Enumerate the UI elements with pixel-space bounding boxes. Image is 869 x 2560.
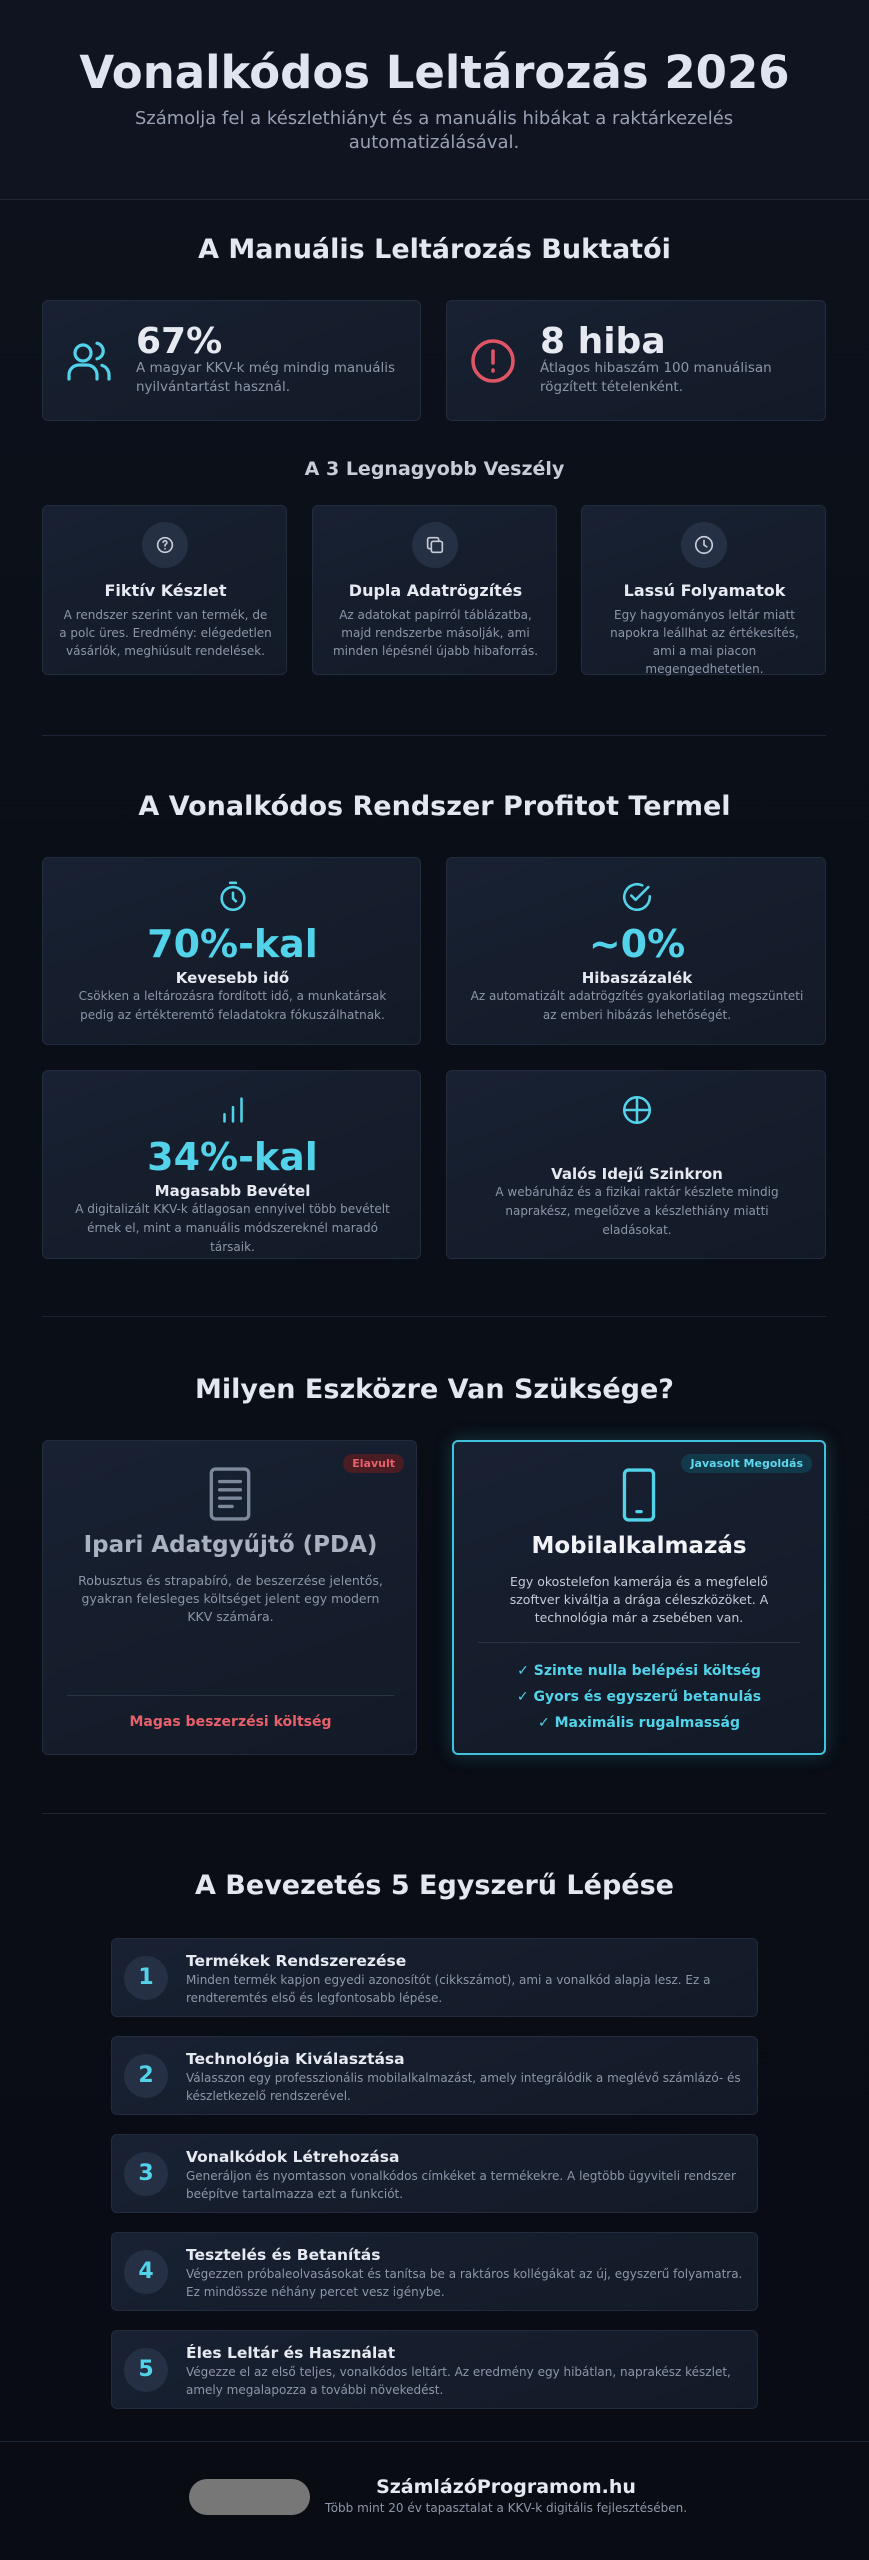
step-text: Végezze el az első teljes, vonalkódos le… xyxy=(186,2365,731,2397)
danger-text: Az adatokat papírról táblázatba, majd re… xyxy=(332,608,539,658)
page-subtitle: Számolja fel a készlethiányt és a manuál… xyxy=(134,108,734,153)
benefit-card: 34%-kal Magasabb Bevétel A digitalizált KK… xyxy=(42,1070,421,1259)
benefit-icon xyxy=(219,881,246,912)
benefit-value: 34%-kal xyxy=(147,1135,318,1179)
tool-card: Javasolt Megoldás Mobilalkalmazás Egy ok… xyxy=(452,1440,826,1755)
section-heading: A Bevezetés 5 Egyszerű Lépése xyxy=(195,1870,674,1901)
step-text: Válasszon egy professzionális mobilalkal… xyxy=(186,2071,741,2103)
section-heading: A Vonalkódos Rendszer Profitot Termel xyxy=(138,791,731,822)
danger-text: Egy hagyományos leltár miatt napokra leá… xyxy=(610,608,799,676)
benefit-icon xyxy=(622,1095,652,1125)
section-heading: A Manuális Leltározás Buktatói xyxy=(198,234,671,265)
benefit-value: ~0% xyxy=(588,922,686,966)
tool-text: Robusztus és strapabíró, de beszerzése j… xyxy=(78,1573,383,1624)
benefit-value: 70%-kal xyxy=(147,922,318,966)
stat-value: 67% xyxy=(136,321,223,362)
benefit-icon xyxy=(222,1097,243,1123)
badge: Elavult xyxy=(343,1454,404,1473)
benefit-title: Magasabb Bevétel xyxy=(154,1182,311,1200)
benefit-text: Az automatizált adatrögzítés gyakorlatil… xyxy=(470,989,804,1022)
step-card: 4 Tesztelés és Betanítás Végezzen próbaleo… xyxy=(111,2232,758,2311)
benefit-title: Kevesebb idő xyxy=(175,969,290,987)
step-card: 3 Vonalkódok Létrehozása Generáljon és nyo… xyxy=(111,2134,758,2213)
badge: Javasolt Megoldás xyxy=(681,1454,812,1473)
subheading: A 3 Legnagyobb Veszély xyxy=(304,458,565,480)
footer-brand: SzámlázóProgramom.hu xyxy=(376,2476,636,2498)
logo-placeholder xyxy=(189,2479,310,2515)
step-title: Tesztelés és Betanítás xyxy=(186,2246,381,2264)
stat-text: Átlagos hibaszám 100 manuálisan rögzítet… xyxy=(540,360,772,395)
step-number: 5 xyxy=(124,2348,168,2392)
danger-icon xyxy=(694,535,714,555)
benefit-text: A webáruház és a fizikai raktár készlete… xyxy=(495,1185,779,1237)
page-title: Vonalkódos Leltározás 2026 xyxy=(79,46,790,99)
benefit-text: A digitalizált KKV-k átlagosan ennyivel … xyxy=(75,1202,390,1254)
tool-title: Ipari Adatgyűjtő (PDA) xyxy=(83,1532,378,1558)
divider xyxy=(42,1813,826,1814)
step-card: 2 Technológia Kiválasztása Válasszon egy p… xyxy=(111,2036,758,2115)
step-text: Végezzen próbaleolvasásokat és tanítsa b… xyxy=(186,2267,743,2299)
divider xyxy=(42,735,826,736)
benefit-card: ~0% Hibaszázalék Az automatizált adatrögzí… xyxy=(446,857,826,1045)
benefit-icon xyxy=(622,882,652,912)
tool-card: Elavult Ipari Adatgyűjtő (PDA) Robusztus… xyxy=(42,1440,417,1755)
feature-item: ✓ Maximális rugalmasság xyxy=(538,1715,740,1731)
footer-tagline: Több mint 20 év tapasztalat a KKV-k digi… xyxy=(324,2501,688,2515)
benefit-card: 70%-kal Kevesebb idő Csökken a leltározásr… xyxy=(42,857,421,1045)
step-text: Minden termék kapjon egyedi azonosítót (… xyxy=(186,1973,711,2005)
stat-text: A magyar KKV-k még mindig manuális nyilv… xyxy=(136,360,396,395)
danger-icon xyxy=(156,536,174,554)
step-title: Termékek Rendszerezése xyxy=(186,1952,407,1970)
benefit-text: Csökken a leltározásra fordított idő, a … xyxy=(78,989,387,1022)
step-number: 4 xyxy=(124,2250,168,2294)
benefit-title: Valós Idejű Szinkron xyxy=(551,1165,723,1183)
step-number: 1 xyxy=(124,1956,168,2000)
step-card: 1 Termékek Rendszerezése Minden termék kap… xyxy=(111,1938,758,2017)
tool-title: Mobilalkalmazás xyxy=(531,1533,747,1559)
icon-circle xyxy=(412,522,458,568)
step-number: 3 xyxy=(124,2152,168,2196)
danger-card: Lassú Folyamatok Egy hagyományos leltár m… xyxy=(581,505,826,676)
stat-card: 8 hiba Átlagos hibaszám 100 manuálisan r… xyxy=(446,300,826,421)
step-card: 5 Éles Leltár és Használat Végezze el az e… xyxy=(111,2330,758,2409)
benefit-card: Valós Idejű Szinkron A webáruház és a fiz… xyxy=(446,1070,826,1259)
danger-title: Dupla Adatrögzítés xyxy=(348,581,523,600)
benefit-title: Hibaszázalék xyxy=(581,969,693,987)
section-heading: Milyen Eszközre Van Szüksége? xyxy=(195,1374,674,1405)
feature-item: ✓ Szinte nulla belépési költség xyxy=(517,1663,761,1679)
feature-item: ✓ Gyors és egyszerű betanulás xyxy=(516,1689,762,1705)
danger-card: Fiktív Készlet A rendszer szerint van ter… xyxy=(42,505,287,675)
danger-text: A rendszer szerint van termék, de a polc… xyxy=(59,608,272,658)
pda-icon xyxy=(209,1467,251,1521)
tool-footer: Magas beszerzési költség xyxy=(129,1714,332,1730)
header-band xyxy=(0,0,869,200)
footer-divider xyxy=(0,2441,869,2442)
danger-title: Fiktív Készlet xyxy=(104,581,227,600)
step-title: Éles Leltár és Használat xyxy=(186,2344,396,2362)
danger-title: Lassú Folyamatok xyxy=(623,581,786,600)
separator xyxy=(478,1642,800,1643)
danger-icon xyxy=(426,536,444,554)
alert-icon xyxy=(471,339,515,383)
divider xyxy=(42,1316,826,1317)
phone-icon xyxy=(622,1468,656,1522)
step-number: 2 xyxy=(124,2054,168,2098)
tool-text: Egy okostelefon kamerája és a megfelelő … xyxy=(509,1574,769,1625)
step-text: Generáljon és nyomtasson vonalkódos címk… xyxy=(186,2169,736,2201)
users-icon xyxy=(67,341,111,381)
separator xyxy=(67,1695,394,1696)
danger-card: Dupla Adatrögzítés Az adatokat papírról t… xyxy=(312,505,557,675)
stat-card: 67% A magyar KKV-k még mindig manuális n… xyxy=(42,300,421,421)
stat-value: 8 hiba xyxy=(540,321,666,362)
step-title: Technológia Kiválasztása xyxy=(186,2050,405,2068)
step-title: Vonalkódok Létrehozása xyxy=(186,2148,400,2166)
